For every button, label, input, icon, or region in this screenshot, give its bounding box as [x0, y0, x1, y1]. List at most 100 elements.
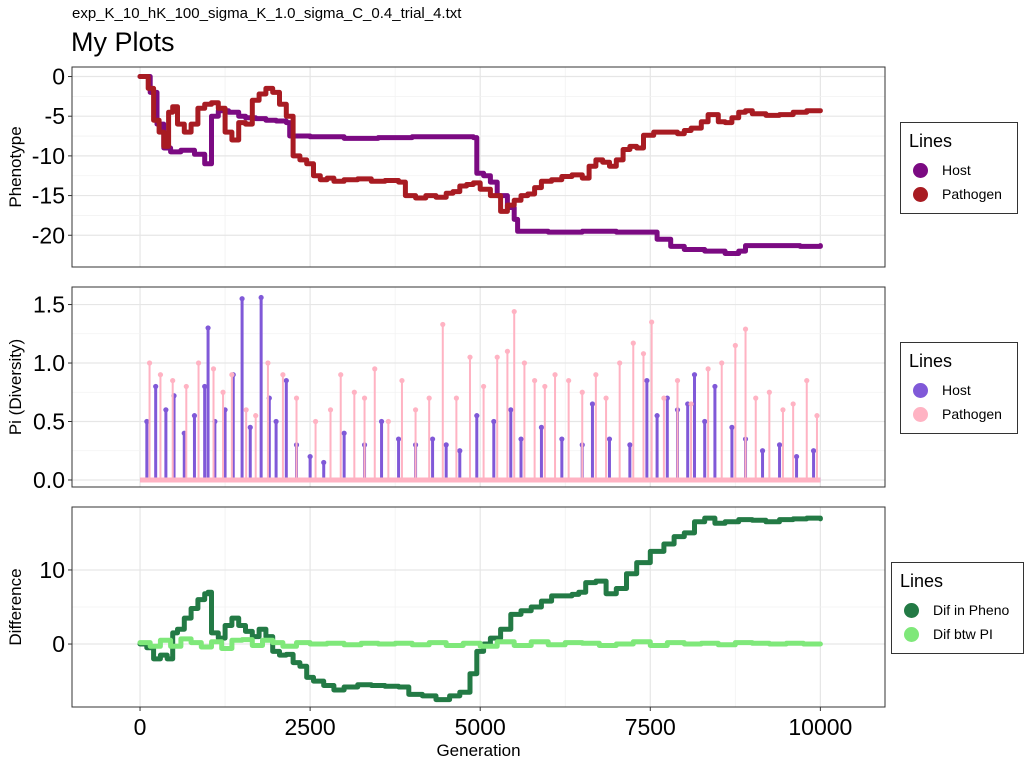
data-point — [559, 436, 565, 442]
data-point — [361, 395, 368, 401]
legend-swatch — [904, 627, 919, 642]
y-tick-label: 0.5 — [33, 409, 65, 435]
data-point — [426, 395, 432, 401]
data-point — [195, 360, 202, 366]
data-point — [729, 424, 735, 430]
data-point — [606, 436, 613, 442]
data-point — [491, 418, 497, 425]
data-point — [351, 389, 357, 395]
data-point — [790, 401, 796, 407]
data-point — [732, 342, 738, 349]
data-point — [429, 436, 436, 442]
data-point — [443, 442, 449, 448]
data-point — [702, 418, 708, 425]
data-point — [183, 383, 189, 390]
data-point — [674, 377, 681, 384]
y-tick-label: 0 — [52, 64, 65, 90]
data-point — [804, 377, 810, 384]
data-point — [742, 326, 749, 332]
legend-label: Host — [942, 162, 971, 178]
chart-subtitle: exp_K_10_hK_100_sigma_K_1.0_sigma_C_0.4_… — [72, 5, 462, 22]
y-tick-label: -10 — [32, 143, 65, 169]
data-point — [603, 395, 609, 401]
data-point — [229, 372, 235, 378]
data-point — [766, 389, 772, 395]
data-point — [814, 413, 820, 419]
data-point — [153, 383, 159, 390]
data-point — [457, 448, 463, 454]
y-axis-label: Difference — [6, 568, 25, 645]
data-point — [247, 424, 253, 430]
data-point — [280, 372, 286, 378]
data-point — [661, 395, 667, 401]
data-point — [243, 407, 249, 413]
plot-border — [71, 286, 886, 488]
series-line-dif-in-pheno — [137, 515, 823, 703]
data-point — [144, 418, 150, 425]
data-point — [163, 407, 169, 413]
data-point — [467, 354, 473, 360]
data-point — [627, 442, 633, 448]
y-axis-label: Phenotype — [6, 126, 25, 207]
y-tick-label: -20 — [32, 222, 65, 248]
data-point — [253, 413, 259, 419]
legend-swatch — [913, 187, 928, 202]
y-tick-label: -5 — [45, 103, 65, 129]
data-point — [712, 383, 718, 390]
data-point — [644, 377, 650, 384]
data-point — [220, 389, 226, 395]
data-point — [593, 372, 599, 378]
data-point — [453, 395, 459, 401]
y-axis-label: Pi (Diversity) — [6, 339, 25, 435]
data-point — [776, 442, 783, 448]
legend-title: Lines — [900, 571, 944, 591]
data-point — [793, 453, 800, 460]
data-point — [157, 372, 164, 378]
data-point — [273, 418, 279, 425]
data-point — [504, 348, 511, 354]
y-tick-label: -15 — [32, 183, 65, 209]
legend-title: Lines — [909, 131, 953, 151]
data-point — [552, 372, 558, 378]
data-point — [521, 360, 528, 366]
y-tick-label: 1.0 — [33, 350, 65, 376]
data-point — [719, 360, 725, 366]
data-point — [327, 407, 334, 413]
data-point — [321, 459, 327, 466]
data-point — [691, 372, 698, 378]
legend-diversity: Lines Host Pathogen — [900, 342, 1018, 434]
y-tick-label: 0.0 — [33, 467, 65, 493]
x-tick-label: 2500 — [285, 714, 336, 740]
data-point — [202, 383, 208, 390]
data-point — [518, 436, 524, 442]
series-line-dif-btw-pi — [137, 636, 823, 651]
data-point — [688, 401, 694, 407]
legend-difference: Lines Dif in Pheno Dif btw PI — [891, 562, 1024, 654]
data-point — [312, 418, 319, 425]
data-point — [481, 383, 487, 390]
y-tick-label: 1.5 — [33, 292, 65, 318]
data-point — [283, 377, 289, 384]
x-tick-label: 7500 — [625, 714, 676, 740]
data-point — [511, 308, 517, 315]
legend-label: Dif in Pheno — [933, 602, 1010, 618]
y-tick-label: 10 — [39, 557, 65, 583]
data-point — [579, 389, 585, 395]
legend-swatch — [913, 407, 928, 422]
legend-swatch — [913, 383, 928, 398]
data-point — [759, 448, 766, 454]
data-point — [589, 401, 596, 407]
y-tick-label: 0 — [52, 631, 65, 657]
data-point — [239, 296, 245, 302]
data-point — [399, 377, 405, 384]
data-point — [753, 395, 759, 401]
data-point — [654, 413, 660, 419]
data-point — [532, 377, 538, 384]
data-point — [258, 294, 264, 301]
data-point — [440, 321, 446, 328]
data-point — [341, 430, 347, 436]
data-point — [412, 407, 419, 413]
data-point — [810, 448, 817, 454]
data-point — [293, 395, 300, 401]
